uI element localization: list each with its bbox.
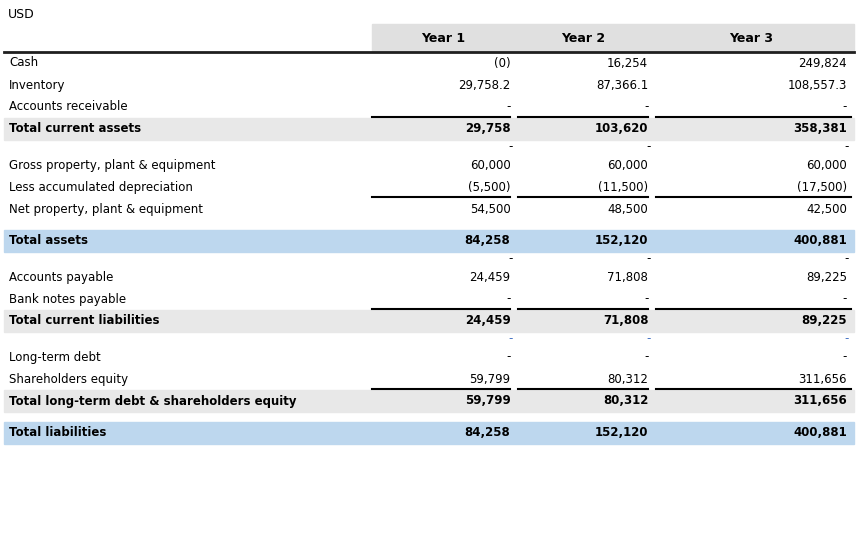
Text: -: - [646,140,651,154]
Text: (0): (0) [494,57,510,69]
Text: Long-term debt: Long-term debt [9,351,101,364]
Bar [4,390,854,412]
Text: 59,799: 59,799 [469,372,510,386]
Text: 358,381: 358,381 [794,123,847,135]
Text: Shareholders equity: Shareholders equity [9,372,128,386]
Text: -: - [508,253,513,265]
Text: 29,758.2: 29,758.2 [458,78,510,92]
Text: 89,225: 89,225 [801,315,847,327]
Text: 311,656: 311,656 [799,372,847,386]
Text: (5,500): (5,500) [468,180,510,194]
Bar [4,74,854,96]
Bar [4,198,854,220]
Bar [4,52,854,74]
Bar [4,310,854,332]
Text: 84,258: 84,258 [465,235,510,248]
Text: 152,120: 152,120 [595,426,648,440]
Text: -: - [506,100,510,114]
Text: 80,312: 80,312 [603,395,648,407]
Bar [4,96,854,118]
Text: 400,881: 400,881 [794,426,847,440]
Bar [372,24,854,52]
Text: 16,254: 16,254 [607,57,648,69]
Text: -: - [508,140,513,154]
Text: Total liabilities: Total liabilities [9,426,107,440]
Text: (11,500): (11,500) [598,180,648,194]
Text: 48,500: 48,500 [608,203,648,215]
Text: USD: USD [9,8,35,21]
Text: 60,000: 60,000 [470,159,510,171]
Text: (17,500): (17,500) [797,180,847,194]
Text: 60,000: 60,000 [806,159,847,171]
Text: -: - [845,332,849,346]
Text: Net property, plant & equipment: Net property, plant & equipment [9,203,203,215]
Text: Inventory: Inventory [9,78,66,92]
Text: Total current assets: Total current assets [9,123,141,135]
Text: Year 2: Year 2 [562,32,605,44]
Text: 24,459: 24,459 [465,315,510,327]
Bar [4,346,854,368]
Text: 87,366.1: 87,366.1 [596,78,648,92]
Bar [4,368,854,390]
Text: 400,881: 400,881 [794,235,847,248]
Text: -: - [644,100,648,114]
Text: Total long-term debt & shareholders equity: Total long-term debt & shareholders equi… [9,395,297,407]
Text: Cash: Cash [9,57,39,69]
Bar [4,176,854,198]
Text: -: - [644,292,648,305]
Text: -: - [842,100,847,114]
Text: -: - [646,253,651,265]
Bar [4,230,854,252]
Text: Accounts receivable: Accounts receivable [9,100,128,114]
Text: 311,656: 311,656 [794,395,847,407]
Text: 103,620: 103,620 [595,123,648,135]
Text: Total current liabilities: Total current liabilities [9,315,160,327]
Text: -: - [646,332,651,346]
Text: 29,758: 29,758 [465,123,510,135]
Text: -: - [506,292,510,305]
Text: 71,808: 71,808 [603,315,648,327]
Text: Gross property, plant & equipment: Gross property, plant & equipment [9,159,216,171]
Bar [4,118,854,140]
Text: Total assets: Total assets [9,235,88,248]
Text: -: - [508,332,513,346]
Text: Year 3: Year 3 [729,32,774,44]
Text: 249,824: 249,824 [799,57,847,69]
Text: 152,120: 152,120 [595,235,648,248]
Text: 60,000: 60,000 [608,159,648,171]
Text: -: - [842,292,847,305]
Text: -: - [845,140,849,154]
Text: 71,808: 71,808 [608,270,648,284]
Bar [4,288,854,310]
Text: -: - [842,351,847,364]
Text: 108,557.3: 108,557.3 [788,78,847,92]
Text: -: - [845,253,849,265]
Text: 24,459: 24,459 [469,270,510,284]
Text: 54,500: 54,500 [470,203,510,215]
Text: 89,225: 89,225 [805,270,847,284]
Text: 59,799: 59,799 [465,395,510,407]
Text: Accounts payable: Accounts payable [9,270,114,284]
Text: Less accumulated depreciation: Less accumulated depreciation [9,180,193,194]
Text: -: - [644,351,648,364]
Bar [4,422,854,444]
Bar [4,154,854,176]
Text: 80,312: 80,312 [608,372,648,386]
Text: Year 1: Year 1 [421,32,466,44]
Text: 42,500: 42,500 [806,203,847,215]
Text: -: - [506,351,510,364]
Bar [4,266,854,288]
Text: Bank notes payable: Bank notes payable [9,292,127,305]
Text: 84,258: 84,258 [465,426,510,440]
